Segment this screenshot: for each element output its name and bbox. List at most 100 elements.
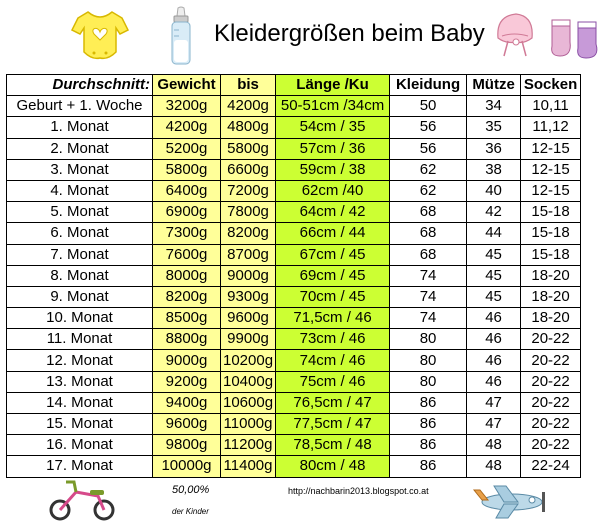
cell-bis: 7200g bbox=[219, 179, 277, 203]
cell-laenge: 80cm / 48 bbox=[275, 455, 391, 478]
header-laenge: Länge /Ku bbox=[275, 73, 391, 97]
cell-bis: 9300g bbox=[219, 285, 277, 309]
cell-bis: 4200g bbox=[219, 95, 277, 118]
header-durchschnitt: Durchschnitt: bbox=[6, 73, 153, 97]
cell-muetze: 48 bbox=[466, 455, 522, 478]
cell-socken: 20-22 bbox=[520, 391, 582, 415]
cell-socken: 11,12 bbox=[520, 116, 582, 139]
cell-label: 17. Monat bbox=[6, 455, 153, 478]
table-row: 16. Monat 9800g 11200g 78,5cm / 48 86 48 20-22 bbox=[6, 434, 582, 457]
size-table: Durchschnitt: Gewicht bis Länge /Ku Klei… bbox=[6, 73, 582, 478]
cell-muetze: 42 bbox=[466, 201, 522, 224]
table-row: 11. Monat 8800g 9900g 73cm / 46 80 46 20-22 bbox=[6, 328, 582, 351]
cell-bis: 5800g bbox=[219, 137, 277, 160]
cell-socken: 15-18 bbox=[520, 222, 582, 245]
cell-muetze: 44 bbox=[466, 222, 522, 245]
cell-muetze: 46 bbox=[466, 349, 522, 372]
page-title: Kleidergrößen beim Baby bbox=[214, 20, 485, 47]
header-gewicht: Gewicht bbox=[152, 73, 221, 97]
footer-kinder: der Kinder bbox=[172, 507, 209, 516]
cell-socken: 12-15 bbox=[520, 158, 582, 181]
cell-gewicht: 9600g bbox=[152, 412, 221, 436]
cell-bis: 7800g bbox=[219, 201, 277, 224]
cell-gewicht: 8500g bbox=[152, 307, 221, 330]
cell-kleidung: 62 bbox=[389, 179, 468, 203]
table-row: 17. Monat 10000g 11400g 80cm / 48 86 48 22-24 bbox=[6, 455, 582, 478]
cell-laenge: 73cm / 46 bbox=[275, 328, 391, 351]
table-header-row: Durchschnitt: Gewicht bis Länge /Ku Klei… bbox=[6, 73, 582, 97]
cell-gewicht: 6400g bbox=[152, 179, 221, 203]
cell-laenge: 57cm / 36 bbox=[275, 137, 391, 160]
cell-label: 1. Monat bbox=[6, 116, 153, 139]
cell-socken: 20-22 bbox=[520, 370, 582, 393]
cell-label: 6. Monat bbox=[6, 222, 153, 245]
cell-laenge: 50-51cm /34cm bbox=[275, 95, 391, 118]
cell-muetze: 47 bbox=[466, 412, 522, 436]
cell-socken: 20-22 bbox=[520, 434, 582, 457]
cell-bis: 10400g bbox=[219, 370, 277, 393]
cell-bis: 6600g bbox=[219, 158, 277, 181]
cell-laenge: 59cm / 38 bbox=[275, 158, 391, 181]
cell-muetze: 34 bbox=[466, 95, 522, 118]
table-row: 14. Monat 9400g 10600g 76,5cm / 47 86 47 20-22 bbox=[6, 391, 582, 415]
cell-kleidung: 68 bbox=[389, 222, 468, 245]
cell-bis: 4800g bbox=[219, 116, 277, 139]
cell-gewicht: 9200g bbox=[152, 370, 221, 393]
cell-label: 3. Monat bbox=[6, 158, 153, 181]
cell-muetze: 45 bbox=[466, 285, 522, 309]
table-row: 5. Monat 6900g 7800g 64cm / 42 68 42 15-18 bbox=[6, 201, 582, 224]
cell-socken: 18-20 bbox=[520, 264, 582, 287]
table-row: 6. Monat 7300g 8200g 66cm / 44 68 44 15-18 bbox=[6, 222, 582, 245]
header-muetze: Mütze bbox=[466, 73, 522, 97]
header-socken: Socken bbox=[520, 73, 582, 97]
cell-label: 7. Monat bbox=[6, 243, 153, 266]
cell-socken: 12-15 bbox=[520, 179, 582, 203]
table-row: 1. Monat 4200g 4800g 54cm / 35 56 35 11,12 bbox=[6, 116, 582, 139]
cell-label: 5. Monat bbox=[6, 201, 153, 224]
cell-bis: 11400g bbox=[219, 455, 277, 478]
cell-socken: 20-22 bbox=[520, 349, 582, 372]
cell-muetze: 45 bbox=[466, 243, 522, 266]
cell-label: 9. Monat bbox=[6, 285, 153, 309]
cell-muetze: 35 bbox=[466, 116, 522, 139]
cell-laenge: 76,5cm / 47 bbox=[275, 391, 391, 415]
cell-kleidung: 80 bbox=[389, 328, 468, 351]
cell-gewicht: 9000g bbox=[152, 349, 221, 372]
cell-bis: 9600g bbox=[219, 307, 277, 330]
table-row: 13. Monat 9200g 10400g 75cm / 46 80 46 20-22 bbox=[6, 370, 582, 393]
cell-label: Geburt + 1. Woche bbox=[6, 95, 153, 118]
cell-muetze: 36 bbox=[466, 137, 522, 160]
cell-kleidung: 50 bbox=[389, 95, 468, 118]
cell-gewicht: 5800g bbox=[152, 158, 221, 181]
cell-kleidung: 74 bbox=[389, 285, 468, 309]
cell-kleidung: 74 bbox=[389, 264, 468, 287]
cell-label: 12. Monat bbox=[6, 349, 153, 372]
cell-socken: 15-18 bbox=[520, 243, 582, 266]
cell-kleidung: 74 bbox=[389, 307, 468, 330]
cell-muetze: 46 bbox=[466, 328, 522, 351]
footer-url[interactable]: http://nachbarin2013.blogspot.co.at bbox=[288, 486, 429, 496]
table-row: 3. Monat 5800g 6600g 59cm / 38 62 38 12-15 bbox=[6, 158, 582, 181]
cell-socken: 18-20 bbox=[520, 307, 582, 330]
cell-bis: 9900g bbox=[219, 328, 277, 351]
cell-bis: 8200g bbox=[219, 222, 277, 245]
table-row: Geburt + 1. Woche 3200g 4200g 50-51cm /34cm… bbox=[6, 95, 582, 118]
cell-laenge: 75cm / 46 bbox=[275, 370, 391, 393]
cell-kleidung: 86 bbox=[389, 455, 468, 478]
table-row: 9. Monat 8200g 9300g 70cm / 45 74 45 18-20 bbox=[6, 285, 582, 309]
cell-kleidung: 86 bbox=[389, 391, 468, 415]
bonnet-icon bbox=[497, 13, 533, 57]
cell-bis: 11200g bbox=[219, 434, 277, 457]
cell-laenge: 71,5cm / 46 bbox=[275, 307, 391, 330]
cell-gewicht: 9400g bbox=[152, 391, 221, 415]
cell-bis: 11000g bbox=[219, 412, 277, 436]
cell-laenge: 54cm / 35 bbox=[275, 116, 391, 139]
onesie-icon bbox=[70, 11, 130, 60]
cell-label: 11. Monat bbox=[6, 328, 153, 351]
cell-laenge: 77,5cm / 47 bbox=[275, 412, 391, 436]
cell-laenge: 62cm /40 bbox=[275, 179, 391, 203]
cell-label: 15. Monat bbox=[6, 412, 153, 436]
cell-kleidung: 86 bbox=[389, 434, 468, 457]
cell-label: 2. Monat bbox=[6, 137, 153, 160]
cell-laenge: 67cm / 45 bbox=[275, 243, 391, 266]
